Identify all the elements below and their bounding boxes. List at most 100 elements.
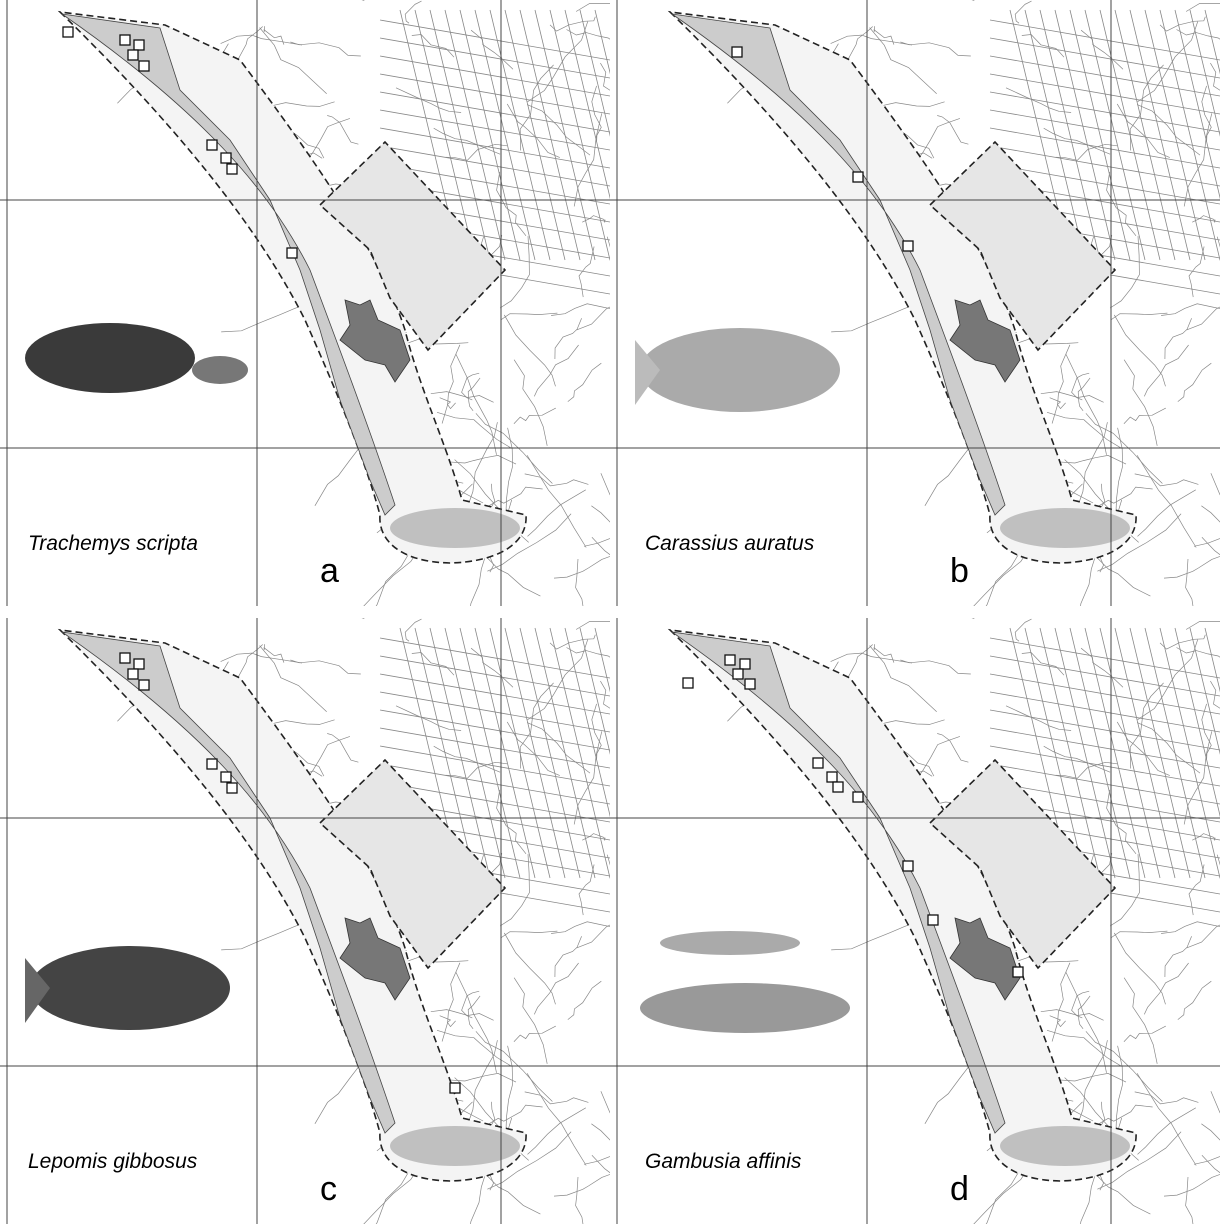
road (1186, 306, 1220, 331)
road (1129, 682, 1164, 769)
road (484, 486, 543, 509)
road (1085, 1031, 1163, 1102)
road (869, 645, 937, 713)
occurrence-marker (127, 668, 139, 680)
road (1014, 618, 1032, 642)
occurrence-marker (812, 757, 824, 769)
road (553, 1174, 610, 1197)
occurrence-marker (724, 654, 736, 666)
occurrence-marker (119, 652, 131, 664)
road (985, 548, 1023, 606)
dune-strip (671, 13, 1006, 516)
road (1136, 455, 1197, 548)
road (470, 29, 514, 70)
wetland-shading (1000, 508, 1130, 548)
road (591, 703, 602, 761)
road (527, 639, 589, 720)
road (501, 312, 558, 320)
occurrence-marker (731, 46, 743, 58)
street (989, 637, 1220, 679)
road (1049, 397, 1066, 410)
species-name: Lepomis gibbosus (28, 1150, 198, 1173)
road (1177, 362, 1212, 402)
occurrence-marker (682, 677, 694, 689)
occurrence-marker (927, 914, 939, 926)
road (487, 513, 572, 572)
road (1065, 354, 1107, 455)
street (504, 9, 566, 261)
road (1183, 731, 1213, 825)
street (989, 145, 1220, 187)
road (527, 489, 586, 537)
road (1051, 344, 1071, 424)
occurrence-marker (744, 678, 756, 690)
street (379, 709, 610, 751)
dune-strip (61, 13, 396, 516)
road (1014, 0, 1032, 24)
road (375, 548, 413, 606)
road (1136, 1073, 1197, 1166)
road (1021, 652, 1065, 676)
road (467, 995, 481, 1030)
fish-body (30, 946, 230, 1030)
road (1137, 489, 1196, 537)
street (1129, 627, 1191, 879)
road (1021, 34, 1065, 58)
road (375, 1166, 413, 1224)
road (575, 620, 610, 630)
panel-letter: c (320, 1170, 337, 1208)
road (1137, 639, 1199, 720)
road (1080, 29, 1124, 70)
road (582, 833, 606, 841)
fish-body (640, 328, 840, 412)
street (379, 145, 610, 187)
road (513, 1025, 556, 1042)
street (444, 9, 506, 261)
road (513, 407, 556, 424)
head (192, 356, 248, 384)
street (1204, 9, 1220, 75)
road (290, 41, 361, 57)
street (1129, 9, 1191, 261)
road (487, 1131, 572, 1190)
species-name: Trachemys scripta (28, 532, 198, 555)
road (567, 362, 602, 402)
road (263, 26, 285, 45)
street (414, 9, 476, 261)
road (302, 118, 351, 168)
road (475, 1031, 553, 1102)
road (1074, 1040, 1108, 1132)
road (475, 413, 553, 484)
road (575, 558, 584, 606)
occurrence-marker (133, 39, 145, 51)
street (1054, 9, 1116, 261)
road (873, 26, 895, 45)
road (506, 721, 560, 776)
road (937, 733, 969, 763)
street (989, 163, 1220, 205)
street (1144, 627, 1206, 879)
road (524, 473, 589, 487)
reserve-area (318, 140, 507, 352)
road (1161, 303, 1220, 316)
road (1111, 312, 1168, 320)
road (1163, 1174, 1220, 1197)
lake (339, 299, 411, 383)
road (455, 972, 497, 1073)
road (503, 932, 556, 1005)
road (506, 103, 560, 158)
street (444, 627, 506, 879)
road (900, 659, 971, 675)
road (1094, 486, 1153, 509)
street (379, 55, 610, 97)
road (327, 733, 359, 763)
road (1116, 103, 1170, 158)
road (1109, 854, 1140, 927)
street (989, 727, 1220, 769)
occurrence-marker (220, 771, 232, 783)
street (379, 127, 610, 169)
road (1177, 980, 1212, 1020)
road (513, 359, 548, 446)
street (474, 627, 536, 879)
road (439, 1015, 456, 1028)
